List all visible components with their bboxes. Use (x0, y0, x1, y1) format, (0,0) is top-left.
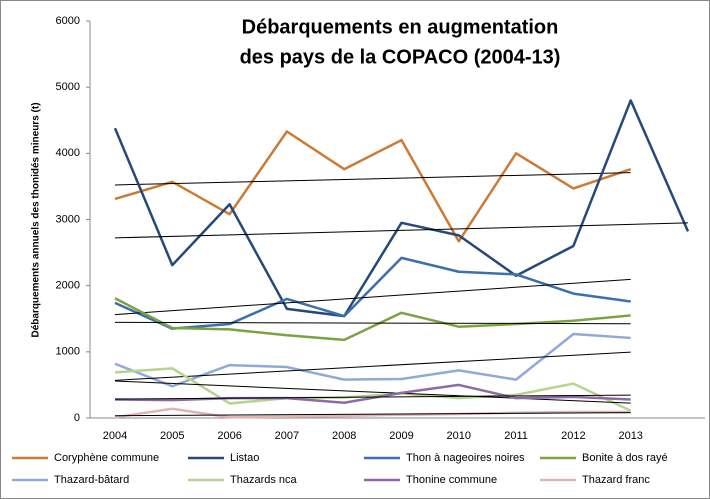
trend-line (114, 172, 631, 186)
y-tick-label: 4000 (56, 147, 80, 159)
x-tick-label: 2011 (504, 430, 528, 442)
chart-title: Débarquements en augmentation (242, 16, 559, 38)
series-line (114, 367, 632, 412)
x-tick-label: 2010 (447, 430, 471, 442)
legend-label: Thazard franc (582, 474, 650, 486)
series-line (114, 130, 632, 243)
legend-label: Thazard-bâtard (54, 474, 129, 486)
x-tick-label: 2005 (160, 430, 184, 442)
x-tick-label: 2004 (103, 430, 127, 442)
y-tick-label: 0 (74, 412, 80, 424)
y-tick-label: 5000 (56, 81, 80, 93)
series-line (114, 383, 631, 405)
legend-label: Bonite à dos rayé (582, 452, 668, 464)
legend-label: Thonine commune (406, 474, 497, 486)
x-tick-label: 2008 (332, 430, 356, 442)
y-axis-label: Débarquements annuels des thonidés mineu… (31, 102, 42, 337)
y-tick-label: 6000 (56, 15, 80, 27)
trend-line (114, 412, 631, 417)
trend-line (114, 278, 631, 316)
series-line (114, 407, 631, 419)
x-tick-label: 2007 (275, 430, 299, 442)
trend-line (114, 394, 631, 400)
x-tick-label: 2009 (389, 430, 413, 442)
trend-line (114, 222, 689, 239)
legend-label: Thon à nageoires noires (406, 452, 525, 464)
series-line (114, 256, 631, 330)
y-tick-label: 1000 (56, 346, 80, 358)
x-tick-label: 2012 (561, 430, 585, 442)
series-line (113, 99, 690, 318)
trend-line (114, 380, 631, 404)
legend-label: Coryphène commune (54, 452, 159, 464)
x-tick-label: 2013 (618, 430, 642, 442)
legend-label: Thazards nca (230, 474, 298, 486)
x-tick-label: 2006 (217, 430, 241, 442)
trend-line (114, 351, 631, 381)
y-tick-label: 3000 (56, 213, 80, 225)
chart-title: des pays de la COPACO (2004-13) (240, 46, 561, 68)
y-tick-label: 2000 (56, 280, 80, 292)
trend-line (114, 321, 631, 325)
legend-label: Listao (230, 452, 259, 464)
series-line (114, 297, 631, 342)
